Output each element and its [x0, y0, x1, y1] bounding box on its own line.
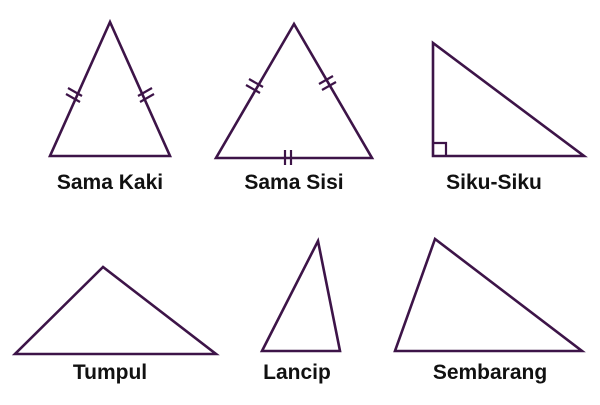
triangle-sama-sisi-outline	[213, 21, 375, 160]
triangle-sama-kaki	[47, 18, 173, 158]
triangle-siku-siku-outline	[431, 40, 588, 158]
label-lancip: Lancip	[263, 361, 331, 384]
equal-side-marks-bottom	[283, 150, 293, 165]
label-tumpul: Tumpul	[72, 361, 148, 384]
label-sama-sisi: Sama Sisi	[244, 171, 344, 194]
equal-side-marks-left	[65, 87, 83, 103]
label-sama-kaki: Sama Kaki	[56, 171, 164, 194]
triangle-sembarang	[393, 236, 586, 353]
equal-side-marks-left	[245, 78, 264, 94]
right-angle-mark	[433, 141, 448, 156]
label-sembarang: Sembarang	[432, 361, 548, 384]
triangle-lancip-outline	[259, 237, 342, 353]
label-siku-siku: Siku-Siku	[446, 171, 542, 194]
equal-side-marks-right	[318, 75, 337, 91]
triangle-tumpul	[11, 265, 220, 356]
triangle-sama-kaki-outline	[47, 18, 173, 158]
triangle-sembarang-outline	[393, 236, 586, 353]
equal-side-marks-right	[137, 87, 155, 103]
triangle-lancip	[259, 237, 342, 353]
triangle-siku-siku	[431, 40, 588, 158]
triangle-sama-sisi	[213, 21, 375, 165]
triangle-tumpul-outline	[11, 265, 220, 356]
